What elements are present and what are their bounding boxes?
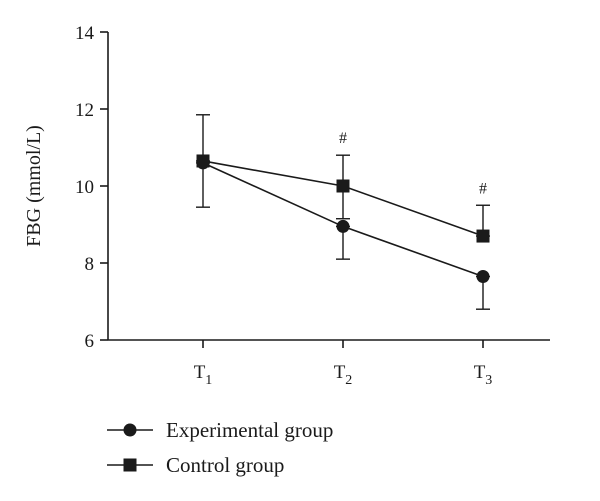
legend-item-experimental: Experimental group [107, 418, 333, 442]
legend-marker-circle [123, 423, 137, 437]
data-point-circle [336, 219, 350, 233]
x-tick-label-subscript: 2 [345, 373, 352, 388]
y-tick-label: 10 [75, 177, 94, 198]
y-tick-label: 14 [75, 23, 95, 44]
x-tick-label-base: T [474, 362, 486, 383]
annotations-layer: ## [339, 130, 487, 197]
series-control [196, 114, 490, 243]
x-tick-label-base: T [194, 362, 206, 383]
legend: Experimental group Control group [107, 418, 333, 477]
y-tick-label: 6 [85, 331, 95, 352]
x-tick-label-subscript: 3 [485, 373, 492, 388]
significance-mark: # [339, 130, 347, 147]
significance-mark: # [479, 180, 487, 197]
legend-marker-square [123, 458, 137, 472]
data-point-circle [476, 269, 490, 283]
series-layer [196, 114, 490, 310]
y-tick-label: 12 [75, 100, 94, 121]
x-tick-label-subscript: 1 [205, 373, 212, 388]
legend-item-control: Control group [107, 453, 284, 477]
x-ticks: T1 T2 T3 [194, 340, 493, 388]
data-point-square [476, 229, 490, 243]
data-point-square [336, 179, 350, 193]
legend-label: Experimental group [166, 418, 333, 442]
y-tick-label: 8 [85, 254, 95, 275]
x-tick-label: T3 [474, 362, 493, 388]
data-point-square [196, 154, 210, 168]
y-axis-label: FBG (mmol/L) [23, 125, 45, 247]
x-tick-label: T2 [334, 362, 353, 388]
legend-label: Control group [166, 453, 284, 477]
y-ticks: 6 8 10 12 14 [75, 23, 108, 352]
x-tick-label-base: T [334, 362, 346, 383]
x-tick-label: T1 [194, 362, 213, 388]
